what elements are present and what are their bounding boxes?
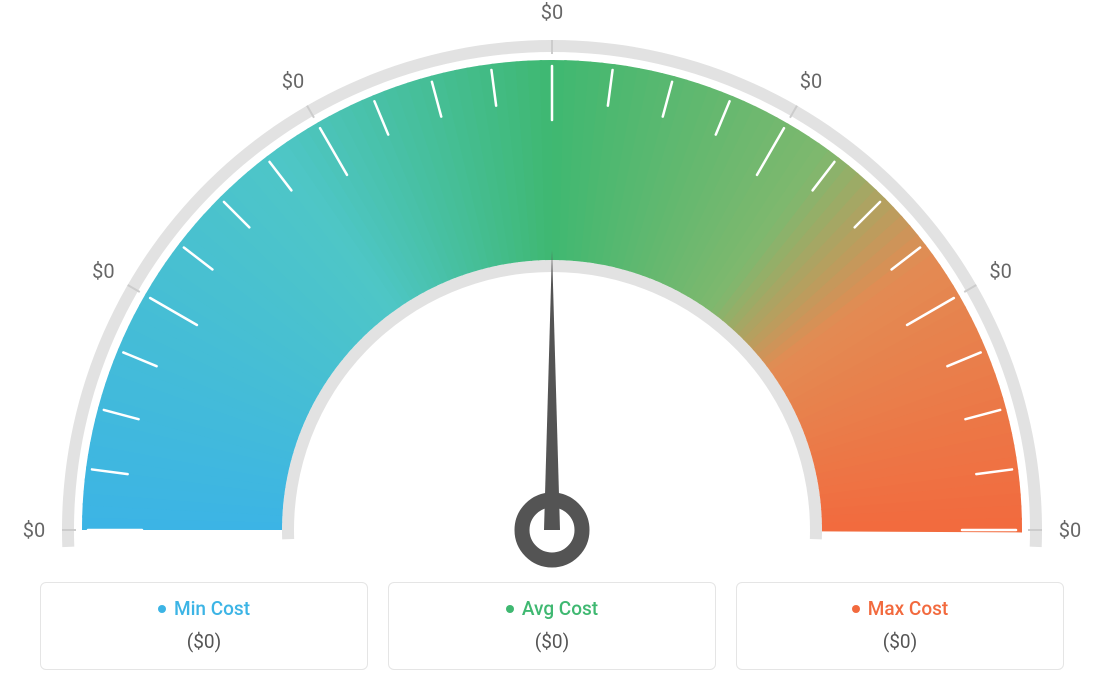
gauge-tick-label: $0 [92,259,114,283]
gauge-tick-label: $0 [282,69,304,93]
legend-label-max: Max Cost [868,597,948,620]
legend-value-avg: ($0) [407,630,697,653]
gauge-tick-label: $0 [800,69,822,93]
gauge-tick-label: $0 [1059,518,1081,542]
legend-dot-max [852,605,860,613]
gauge-tick-label: $0 [23,518,45,542]
legend-dot-avg [506,605,514,613]
legend-card-max: Max Cost ($0) [736,582,1064,670]
gauge: $0$0$0$0$0$0$0 [42,40,1062,560]
gauge-svg [42,40,1062,600]
gauge-tick-label: $0 [989,259,1011,283]
legend-title-avg: Avg Cost [506,597,598,620]
legend-dot-min [158,605,166,613]
gauge-chart-container: $0 $0 $0 $0 $0 $0 $0 Min Cost ($0) Avg Cost ($… [0,0,1104,690]
legend-title-min: Min Cost [158,597,250,620]
legend-card-min: Min Cost ($0) [40,582,368,670]
legend-title-max: Max Cost [852,597,948,620]
legend: Min Cost ($0) Avg Cost ($0) Max Cost ($0… [40,582,1064,670]
legend-value-max: ($0) [755,630,1045,653]
legend-card-avg: Avg Cost ($0) [388,582,716,670]
legend-label-avg: Avg Cost [522,597,598,620]
legend-label-min: Min Cost [174,597,250,620]
gauge-tick-label: $0 [541,0,563,24]
legend-value-min: ($0) [59,630,349,653]
